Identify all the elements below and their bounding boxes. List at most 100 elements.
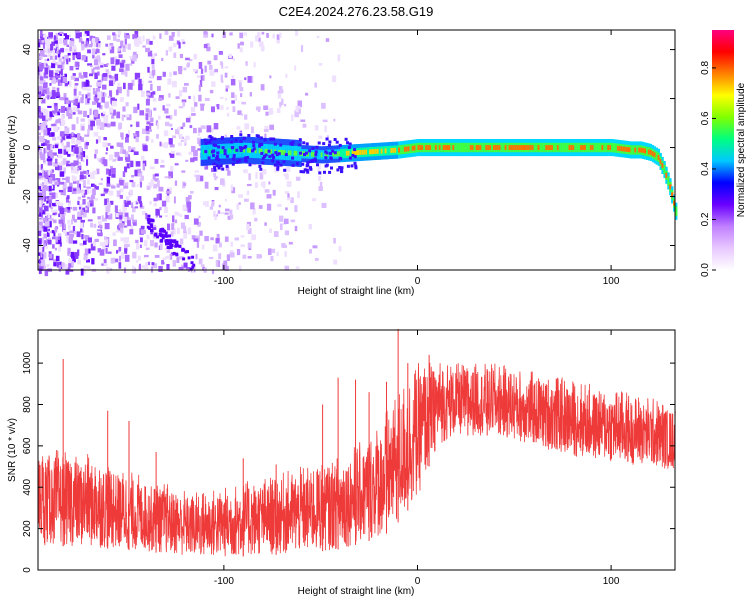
ridge-core	[373, 149, 376, 154]
noise-cell	[90, 65, 93, 68]
noise-cell	[51, 62, 56, 69]
noise-cell	[50, 132, 55, 137]
noise-cell	[185, 135, 190, 140]
ridge-core	[651, 151, 655, 157]
noise-cell	[150, 75, 154, 79]
ridge-fringe	[348, 156, 352, 160]
noise-cell	[251, 126, 254, 134]
noise-cell	[73, 188, 77, 192]
noise-cell	[53, 192, 58, 198]
noise-cell	[314, 125, 319, 131]
noise-cell	[105, 43, 109, 47]
noise-cell	[158, 229, 162, 233]
noise-cell	[87, 179, 90, 185]
ridge-fringe	[311, 158, 315, 162]
ridge-fringe	[208, 134, 212, 138]
noise-cell	[220, 105, 224, 110]
noise-cell	[78, 38, 83, 43]
ridge-fringe	[236, 160, 239, 164]
noise-cell	[88, 44, 93, 48]
noise-cell	[211, 269, 215, 274]
ridge-band	[564, 142, 567, 153]
noise-cell	[272, 33, 275, 39]
noise-cell	[136, 36, 142, 42]
noise-cell	[137, 168, 141, 174]
noise-cell	[165, 242, 168, 246]
noise-cell	[120, 146, 124, 153]
noise-cell	[115, 230, 120, 233]
noise-cell	[55, 32, 60, 36]
ridge-fringe	[272, 137, 276, 141]
noise-cell	[177, 126, 181, 131]
noise-cell	[125, 63, 130, 71]
noise-cell	[60, 133, 66, 141]
noise-cell	[182, 257, 186, 261]
noise-cell	[166, 246, 170, 249]
noise-cell	[160, 159, 165, 164]
ridge-core	[479, 145, 482, 150]
noise-cell	[43, 33, 47, 36]
noise-cell	[232, 106, 236, 112]
noise-cell	[254, 182, 259, 188]
ridge-core	[514, 145, 517, 150]
noise-cell	[216, 233, 220, 238]
noise-cell	[48, 36, 53, 40]
ridge-fringe	[351, 153, 355, 157]
colorbar-label: Normalized spectral amplitude	[736, 82, 747, 217]
noise-cell	[87, 93, 90, 97]
noise-cell	[129, 149, 134, 152]
noise-cell	[44, 269, 49, 277]
noise-cell	[41, 140, 47, 143]
noise-cell	[109, 46, 115, 54]
noise-cell	[109, 82, 114, 86]
noise-cell	[47, 237, 52, 242]
ridge-fringe	[252, 147, 256, 151]
noise-cell	[103, 111, 106, 115]
noise-cell	[137, 196, 142, 202]
noise-cell	[129, 229, 134, 235]
noise-cell	[90, 39, 93, 47]
noise-cell	[77, 211, 82, 217]
noise-cell	[173, 71, 177, 76]
y-tick-label: 0	[22, 144, 33, 150]
noise-cell	[170, 127, 173, 130]
noise-cell	[104, 101, 110, 108]
noise-cell	[133, 106, 138, 114]
noise-cell	[72, 176, 77, 182]
noise-cell	[40, 183, 44, 190]
noise-cell	[55, 92, 60, 97]
noise-cell	[42, 79, 46, 82]
noise-cell	[42, 240, 47, 244]
ridge-fringe	[324, 150, 328, 154]
noise-cell	[111, 185, 116, 189]
noise-cell	[169, 243, 173, 247]
noise-cell	[129, 189, 132, 197]
noise-cell	[80, 118, 85, 122]
noise-cell	[46, 231, 50, 237]
noise-cell	[65, 197, 69, 203]
ridge-band	[454, 142, 457, 153]
noise-cell	[88, 124, 91, 131]
noise-cell	[169, 144, 175, 148]
noise-cell	[174, 211, 179, 216]
noise-cell	[111, 100, 117, 107]
noise-cell	[148, 80, 153, 83]
noise-cell	[38, 225, 42, 233]
noise-cell	[92, 36, 96, 40]
noise-cell	[268, 181, 271, 185]
ridge-band	[636, 145, 639, 155]
noise-cell	[152, 174, 156, 181]
noise-cell	[91, 48, 96, 56]
noise-cell	[38, 89, 41, 97]
noise-cell	[139, 178, 143, 185]
noise-cell	[38, 72, 41, 77]
ridge-core	[549, 145, 552, 150]
noise-cell	[188, 95, 191, 99]
noise-cell	[54, 55, 58, 60]
ridge-band	[237, 142, 240, 158]
noise-cell	[268, 248, 272, 255]
noise-cell	[295, 105, 301, 113]
noise-cell	[199, 80, 203, 87]
ridge-core	[556, 145, 560, 150]
noise-cell	[42, 35, 47, 41]
